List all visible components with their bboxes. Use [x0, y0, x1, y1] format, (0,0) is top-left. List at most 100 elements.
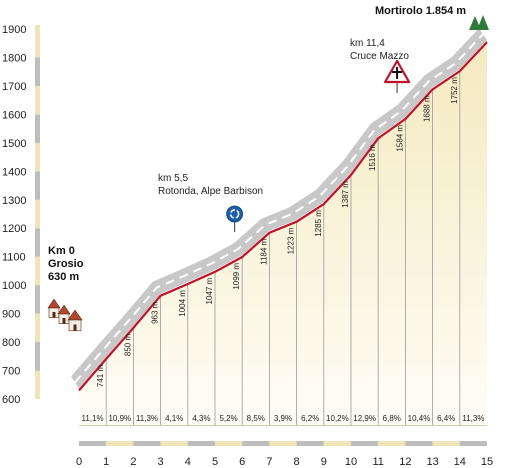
y-axis-stripe-cap	[35, 25, 40, 30]
elevation-labels: 741 m 850 m 963 m 1004 m 1047 m 1099 m 1184 m 1…	[96, 77, 459, 387]
road-center-dashes	[74, 33, 484, 384]
y-axis-stripe-segment	[35, 370, 40, 399]
x-axis-stripe-segment	[351, 441, 379, 446]
gradient-label: 6,8%	[383, 414, 401, 423]
annotation-place-label: Rotonda, Alpe Barbison	[158, 186, 263, 197]
y-axis-stripe-segment	[35, 228, 40, 257]
x-axis-stripe-segment	[432, 441, 460, 446]
gradient-labels: 11,1% 10,9% 11,3% 4,1% 4,3% 5,2% 8,5% 3,9% 6,2% 1…	[82, 414, 485, 423]
y-axis-stripe-segment	[35, 57, 40, 86]
elevation-label: 1184 m	[259, 238, 268, 264]
gradient-label: 11,3%	[462, 414, 484, 423]
x-axis-stripe-segment	[133, 441, 161, 446]
house-door	[62, 318, 66, 324]
x-tick-label: 6	[239, 456, 245, 468]
x-tick-label: 7	[266, 456, 272, 468]
x-axis-stripe-segment	[215, 441, 243, 446]
gradient-label: 6,4%	[437, 414, 455, 423]
y-tick-label: 600	[2, 394, 20, 406]
y-axis-stripe-segment	[35, 142, 40, 172]
junction-warning-sign-icon	[383, 59, 411, 84]
x-tick-label: 13	[426, 456, 438, 468]
x-axis: 0 1 2 3 4 5 6 7 8 9 10 11 12 13 14 15	[76, 441, 493, 468]
y-tick-label: 1300	[2, 195, 26, 207]
road-band	[71, 28, 487, 389]
y-tick-label: 1700	[2, 81, 26, 93]
y-axis-stripe-segment	[35, 256, 40, 286]
x-axis-stripe-segment	[79, 441, 107, 446]
annotation-km-label: km 5,5	[158, 173, 188, 184]
y-tick-label: 1500	[2, 138, 26, 150]
y-axis-stripe-segment	[35, 342, 40, 371]
x-tick-label: 11	[372, 456, 383, 468]
x-axis-stripe-segment	[405, 441, 433, 446]
start-km-label: Km 0	[48, 245, 75, 257]
elevation-label: 1099 m	[232, 263, 241, 290]
gradient-label: 11,3%	[136, 414, 158, 423]
x-tick-label: 0	[76, 456, 82, 468]
profile-base	[79, 425, 487, 426]
start-town-label: Grosio	[48, 258, 84, 270]
start-elevation-label: 630 m	[48, 271, 79, 283]
profile-line	[78, 41, 488, 392]
x-tick-label: 2	[130, 456, 136, 468]
y-axis-stripe-segment	[35, 313, 40, 343]
gradient-label: 10,2%	[326, 414, 349, 423]
annotation-km-label: km 11,4	[350, 38, 385, 49]
y-axis-stripe-segment	[35, 171, 40, 200]
y-tick-label: 1100	[2, 252, 26, 264]
profile-line-group	[78, 41, 488, 392]
y-tick-label: 700	[2, 366, 20, 378]
roundabout-disc	[226, 205, 244, 223]
y-tick-label: 1000	[2, 280, 26, 292]
x-axis-stripe-segment	[160, 441, 188, 446]
x-axis-stripe-segment	[269, 441, 297, 446]
summit-label: Mortirolo 1.854 m	[375, 5, 466, 17]
x-tick-label: 9	[321, 456, 327, 468]
y-tick-label: 1200	[2, 223, 26, 235]
elevation-label: 1752 m	[450, 77, 459, 104]
gradient-label: 3,9%	[274, 414, 292, 423]
x-axis-stripe-segment	[378, 441, 406, 446]
x-tick-label: 14	[454, 456, 466, 468]
x-tick-label: 10	[345, 456, 357, 468]
x-tick-label: 5	[212, 456, 218, 468]
y-tick-label: 1400	[2, 166, 26, 178]
gradient-label: 12,9%	[353, 414, 376, 423]
gradient-label: 4,1%	[165, 414, 183, 423]
y-axis-stripe-segment	[35, 199, 40, 229]
x-axis-stripe-segment	[323, 441, 351, 446]
elevation-label: 1285 m	[314, 210, 323, 237]
elevation-label: 1047 m	[205, 277, 214, 304]
elevation-label: 1516 m	[368, 144, 377, 171]
gradient-label: 5,2%	[219, 414, 237, 423]
gradient-label: 11,1%	[82, 414, 104, 423]
annotation-place-label: Cruce Mazzo	[350, 51, 409, 62]
x-axis-stripe-segment	[242, 441, 270, 446]
gradient-label: 8,5%	[247, 414, 265, 423]
elevation-label: 850 m	[123, 334, 132, 357]
house-roof	[47, 298, 61, 309]
y-tick-label: 800	[2, 337, 20, 349]
x-tick-label: 4	[185, 456, 191, 468]
profile-fill	[79, 42, 487, 425]
km-gridlines	[105, 71, 461, 425]
house-door	[73, 324, 77, 331]
gradient-label: 6,2%	[301, 414, 319, 423]
elevation-label: 1584 m	[395, 125, 404, 152]
gradient-label: 4,3%	[192, 414, 210, 423]
roundabout-sign-icon	[226, 205, 244, 223]
y-axis-stripe-segment	[35, 85, 40, 115]
y-tick-label: 1600	[2, 109, 26, 121]
town-houses-icon	[47, 298, 83, 332]
x-axis-stripe-segment	[187, 441, 215, 446]
y-axis-stripe-segment	[35, 114, 40, 143]
x-axis-stripe-segment	[296, 441, 324, 446]
gradient-label: 10,9%	[108, 414, 131, 423]
y-tick-label: 900	[2, 309, 20, 321]
y-axis: 600 700 800 900 1000 1100 1200 1300 1400 1500 1600…	[2, 24, 40, 406]
profile-area	[79, 42, 487, 426]
tree	[477, 15, 489, 30]
